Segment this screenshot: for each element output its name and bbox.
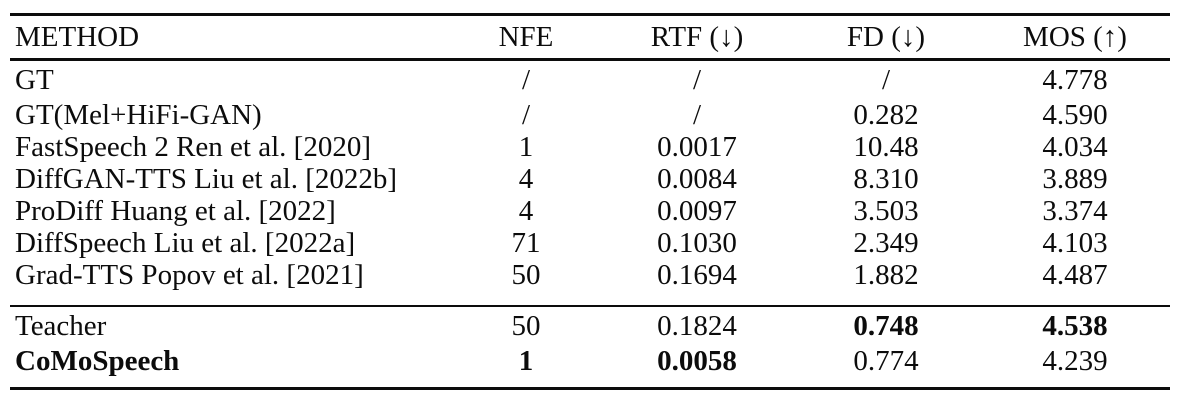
value-cell: 3.503: [853, 194, 919, 227]
value-cell: /: [692, 98, 702, 131]
value-cell: 10.48: [853, 130, 919, 163]
table-row: DiffGAN-TTS Liu et al. [2022b] 4 0.0084 8.3…: [10, 163, 1170, 195]
table-row: Grad-TTS Popov et al. [2021] 50 0.1694 1.88…: [10, 259, 1170, 306]
value-cell: 3.889: [1042, 162, 1108, 195]
value-cell: 4.103: [1042, 226, 1108, 259]
table-row: FastSpeech 2 Ren et al. [2020] 1 0.0017 10.…: [10, 131, 1170, 163]
value-cell: 8.310: [853, 162, 919, 195]
value-cell: 50: [511, 258, 541, 291]
value-cell: 0.1824: [657, 309, 737, 342]
method-cell: Teacher: [15, 309, 107, 342]
value-cell: 0.0017: [657, 130, 737, 163]
value-cell: 1: [518, 344, 534, 377]
column-header-method: METHOD: [15, 20, 140, 53]
method-cell: ProDiff Huang et al. [2022]: [15, 194, 336, 227]
value-cell: /: [881, 63, 891, 96]
method-cell: DiffGAN-TTS Liu et al. [2022b]: [15, 162, 398, 195]
table-row: DiffSpeech Liu et al. [2022a] 71 0.1030 2.3…: [10, 227, 1170, 259]
table-row: GT(Mel+HiFi-GAN) / / 0.282 4.590: [10, 99, 1170, 131]
table-row: CoMoSpeech 1 0.0058 0.774 4.239: [10, 345, 1170, 389]
value-cell: 0.0084: [657, 162, 737, 195]
column-header-rtf: RTF (↓): [650, 20, 744, 53]
value-cell: /: [692, 63, 702, 96]
column-header-nfe: NFE: [498, 20, 554, 53]
results-table: METHOD NFE RTF (↓) FD (↓) MOS (↑) GT / //4…: [10, 13, 1170, 390]
value-cell: 0.1694: [657, 258, 737, 291]
value-cell: 4.778: [1042, 63, 1108, 96]
method-cell: CoMoSpeech: [15, 344, 180, 377]
value-cell: /: [521, 63, 531, 96]
value-cell: 0.748: [853, 309, 919, 342]
results-table-container: METHOD NFE RTF (↓) FD (↓) MOS (↑) GT / //4…: [10, 13, 1170, 390]
method-cell: FastSpeech 2 Ren et al. [2020]: [15, 130, 371, 163]
value-cell: 0.0097: [657, 194, 737, 227]
value-cell: 4.538: [1042, 309, 1108, 342]
method-cell: GT(Mel+HiFi-GAN): [15, 98, 262, 131]
method-cell: GT: [15, 63, 54, 96]
value-cell: 0.774: [853, 344, 919, 377]
value-cell: 3.374: [1042, 194, 1108, 227]
value-cell: 4: [518, 162, 534, 195]
value-cell: 50: [511, 309, 541, 342]
value-cell: 4: [518, 194, 534, 227]
value-cell: 4.590: [1042, 98, 1108, 131]
table-row: GT / / / 4.778: [10, 60, 1170, 100]
table-row: Teacher 50 0.1824 0.748 4.538: [10, 306, 1170, 345]
value-cell: 1.882: [853, 258, 919, 291]
method-cell: DiffSpeech Liu et al. [2022a]: [15, 226, 356, 259]
value-cell: /: [521, 98, 531, 131]
table-group-proposed: Teacher 50 0.1824 0.748 4.538 CoMoSpeech 1 0.00…: [10, 306, 1170, 389]
table-header-row: METHOD NFE RTF (↓) FD (↓) MOS (↑): [10, 15, 1170, 60]
value-cell: 0.1030: [657, 226, 737, 259]
table-group-baselines: GT / //4.778 GT(Mel+HiFi-GAN) //0.282 4.590 Fa…: [10, 60, 1170, 306]
table-row: ProDiff Huang et al. [2022] 4 0.0097 3.503 3…: [10, 195, 1170, 227]
value-cell: 2.349: [853, 226, 919, 259]
value-cell: 71: [511, 226, 541, 259]
value-cell: 4.239: [1042, 344, 1108, 377]
value-cell: 4.034: [1042, 130, 1108, 163]
column-header-fd: FD (↓): [846, 20, 926, 53]
value-cell: 0.0058: [657, 344, 737, 377]
column-header-mos: MOS (↑): [1023, 20, 1127, 53]
value-cell: 4.487: [1042, 258, 1108, 291]
value-cell: 1: [518, 130, 534, 163]
method-cell: Grad-TTS Popov et al. [2021]: [15, 258, 364, 291]
value-cell: 0.282: [853, 98, 919, 131]
